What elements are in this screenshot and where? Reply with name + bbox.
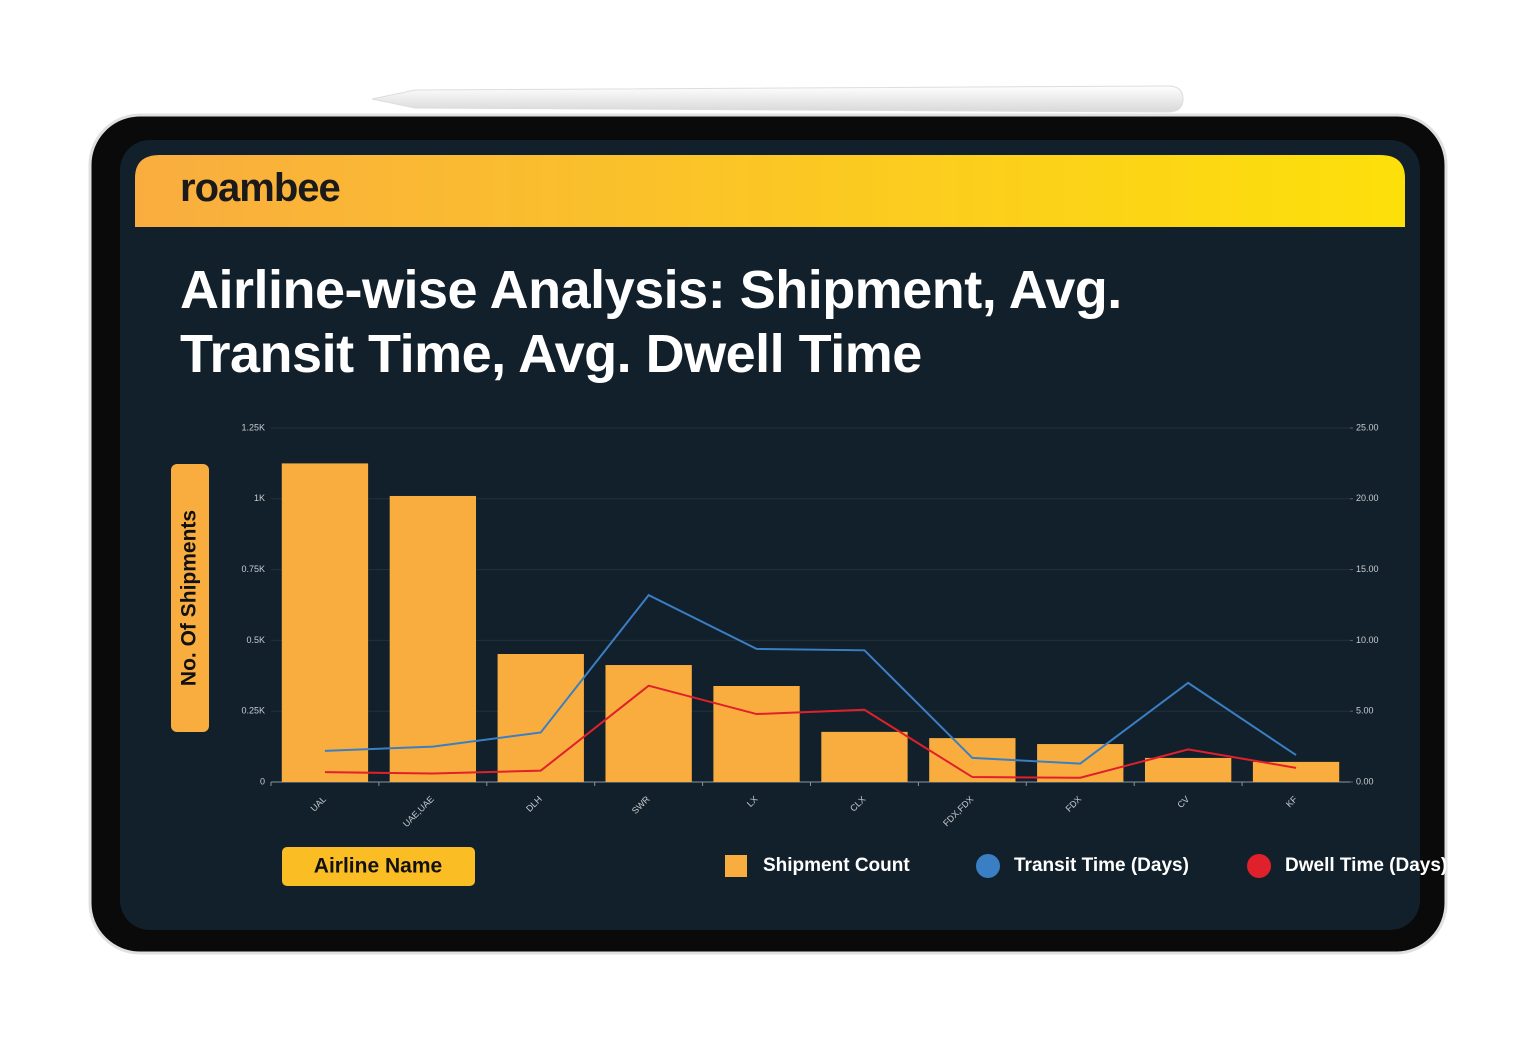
- y2-tick-label: 25.00: [1356, 422, 1379, 432]
- legend-swatch: [725, 855, 747, 877]
- y-tick-label: 0.25K: [241, 706, 265, 716]
- chart-title: Airline-wise Analysis: Shipment, Avg. Tr…: [180, 260, 1122, 384]
- y-tick-label: 0.75K: [241, 564, 265, 574]
- bar: [497, 653, 584, 782]
- y-tick-label: 0.5K: [246, 635, 265, 645]
- bar: [605, 665, 692, 782]
- legend-label: Dwell Time (Days): [1285, 855, 1447, 876]
- bar: [281, 463, 369, 782]
- bar: [389, 495, 477, 782]
- brand-logo: roambee: [180, 166, 341, 210]
- y-axis-label: No. Of Shipments: [178, 510, 201, 686]
- x-axis-label: Airline Name: [314, 855, 442, 878]
- y2-tick-label: 5.00: [1356, 706, 1374, 716]
- legend-label: Transit Time (Days): [1014, 855, 1189, 876]
- line: [324, 684, 1297, 779]
- y2-tick-label: 15.00: [1356, 564, 1379, 574]
- y2-tick-label: 0.00: [1356, 776, 1374, 786]
- pencil: [371, 85, 1184, 113]
- bar: [713, 685, 800, 782]
- bar: [821, 731, 908, 782]
- y-tick-label: 1.25K: [241, 422, 265, 432]
- line: [324, 593, 1297, 765]
- y-tick-label: 1K: [254, 493, 265, 503]
- y-tick-label: 0: [260, 776, 265, 786]
- y-label-pill: [171, 464, 209, 732]
- legend-label: Shipment Count: [763, 855, 910, 876]
- y2-tick-label: 10.00: [1356, 635, 1379, 645]
- bar: [1144, 757, 1232, 782]
- x-label-pill: [282, 847, 475, 886]
- bar: [1252, 761, 1340, 782]
- header-bar: [135, 155, 1405, 227]
- y2-tick-label: 20.00: [1356, 493, 1379, 503]
- legend-swatch: [976, 854, 1000, 878]
- legend-swatch: [1247, 854, 1271, 878]
